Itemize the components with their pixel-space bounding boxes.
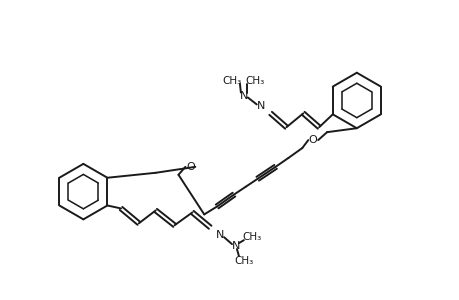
Text: CH₃: CH₃ [241,232,261,242]
Text: O: O [185,162,194,172]
Text: O: O [308,135,317,145]
Text: N: N [231,241,240,251]
Text: CH₃: CH₃ [245,76,264,85]
Text: CH₃: CH₃ [234,256,253,266]
Text: CH₃: CH₃ [222,76,241,85]
Text: N: N [215,230,224,240]
Text: N: N [239,91,247,100]
Text: N: N [256,101,264,111]
